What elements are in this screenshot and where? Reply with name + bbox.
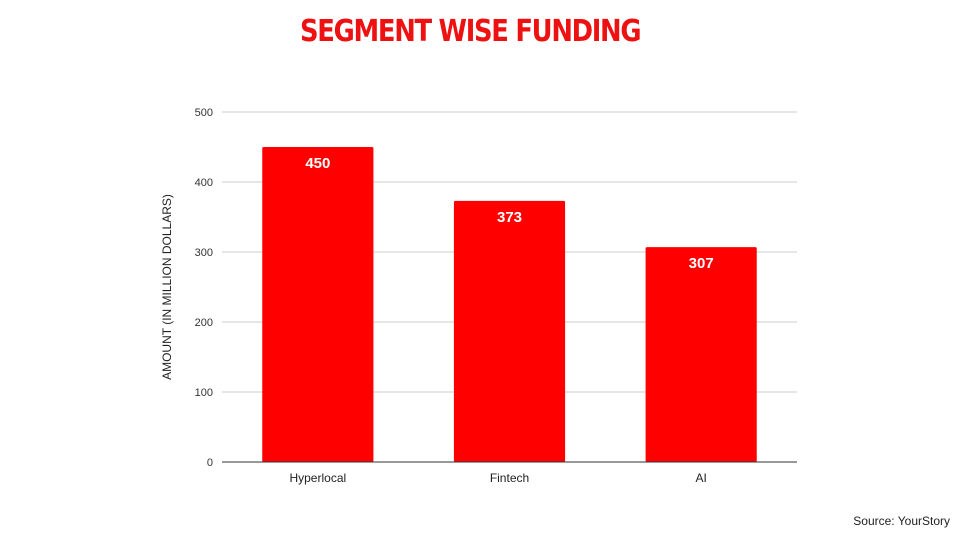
data-label: 307 [689, 255, 714, 272]
bars [262, 147, 757, 462]
y-tick-label: 100 [195, 387, 213, 399]
x-tick-label: Fintech [490, 471, 529, 485]
data-labels: 450 373 307 [305, 155, 713, 272]
x-axis-ticks: Hyperlocal Fintech AI [289, 471, 706, 485]
data-label: 450 [305, 155, 330, 172]
x-tick-label: Hyperlocal [289, 471, 346, 485]
bar-hyperlocal [262, 147, 374, 462]
y-axis-ticks: 0 100 200 300 400 500 [195, 107, 213, 469]
y-tick-label: 300 [195, 247, 213, 259]
y-tick-label: 400 [195, 177, 213, 189]
source-note: Source: YourStory [853, 514, 950, 528]
data-label: 373 [497, 209, 522, 226]
bar-fintech [453, 200, 566, 462]
y-tick-label: 500 [195, 107, 213, 119]
y-tick-label: 200 [195, 317, 213, 329]
bar-ai [645, 247, 757, 462]
x-tick-label: AI [695, 471, 706, 485]
y-tick-label: 0 [207, 457, 213, 469]
chart-title: SEGMENT WISE FUNDING [300, 14, 642, 49]
y-axis-title: AMOUNT (IN MILLION DOLLARS) [160, 194, 174, 380]
